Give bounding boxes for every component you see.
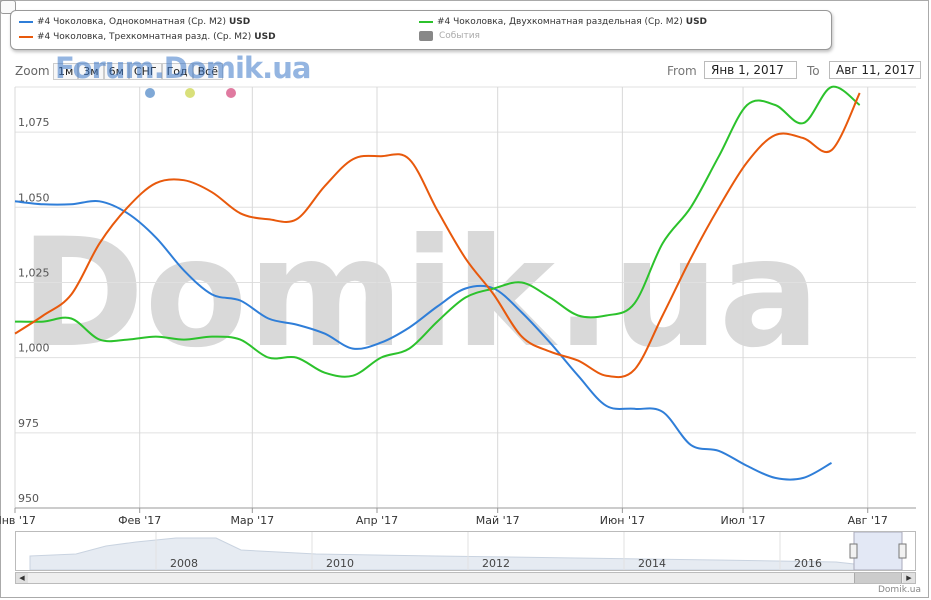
- event-marker-pink[interactable]: [226, 88, 236, 98]
- legend-label: #4 Чоколовка, Трехкомнатная разд. (Ср. М…: [37, 32, 252, 42]
- zoom-buttons: 1м 3м 6м СНГ Год Всё: [53, 63, 223, 80]
- event-marker-blue[interactable]: [145, 88, 155, 98]
- zoom-1y-button[interactable]: Год: [161, 63, 193, 80]
- navigator-series: 2008 2010 2012 2014 2016: [29, 532, 907, 570]
- navigator-selection[interactable]: [853, 532, 903, 570]
- legend-unit: USD: [228, 17, 251, 27]
- scroll-left-arrow[interactable]: ◀: [16, 573, 28, 583]
- scroll-thumb[interactable]: [854, 573, 902, 583]
- legend-label: События: [439, 31, 480, 41]
- legend-label: #4 Чоколовка, Двухкомнатная раздельная (…: [437, 17, 683, 27]
- legend-item-3room[interactable]: #4 Чоколовка, Трехкомнатная разд. (Ср. М…: [19, 32, 276, 42]
- navigator-handle-right[interactable]: [898, 543, 907, 559]
- event-marker-yellow[interactable]: [185, 88, 195, 98]
- navigator-year-label: 2012: [482, 557, 510, 570]
- navigator-area: [29, 537, 855, 570]
- navigator-handle-left[interactable]: [849, 543, 858, 559]
- navigator-year-label: 2010: [326, 557, 354, 570]
- zoom-1m-button[interactable]: 1м: [53, 63, 79, 80]
- legend-swatch-events: [419, 31, 433, 41]
- zoom-ytd-button[interactable]: СНГ: [128, 63, 162, 80]
- to-date-input[interactable]: [829, 61, 921, 79]
- scroll-right-arrow[interactable]: ▶: [903, 573, 915, 583]
- credits-link[interactable]: Domik.ua: [878, 585, 921, 595]
- legend-item-2room[interactable]: #4 Чоколовка, Двухкомнатная раздельная (…: [419, 17, 707, 27]
- legend-swatch-3room: [19, 36, 33, 38]
- legend: #4 Чоколовка, Однокомнатная (Ср. М2) USD…: [10, 10, 832, 50]
- from-date-input[interactable]: [704, 61, 797, 79]
- legend-swatch-2room: [419, 21, 433, 23]
- scrollbar[interactable]: ◀ ▶: [15, 572, 916, 584]
- navigator[interactable]: 2008 2010 2012 2014 2016: [15, 531, 916, 571]
- navigator-year-label: 2016: [794, 557, 822, 570]
- legend-unit: USD: [254, 32, 276, 42]
- legend-swatch-1room: [19, 21, 33, 23]
- navigator-year-label: 2014: [638, 557, 666, 570]
- legend-item-1room[interactable]: #4 Чоколовка, Однокомнатная (Ср. М2) USD: [19, 17, 250, 27]
- legend-item-events[interactable]: События: [419, 31, 480, 41]
- from-label: From: [667, 64, 697, 78]
- range-toolbar: Zoom 1м 3м 6м СНГ Год Всё Forum.Domik.ua…: [0, 51, 931, 85]
- zoom-3m-button[interactable]: 3м: [78, 63, 104, 80]
- zoom-6m-button[interactable]: 6м: [103, 63, 129, 80]
- zoom-label: Zoom: [15, 64, 50, 78]
- zoom-all-button[interactable]: Всё: [192, 63, 223, 80]
- navigator-year-label: 2008: [170, 557, 198, 570]
- to-label: To: [807, 64, 820, 78]
- legend-label: #4 Чоколовка, Однокомнатная (Ср. М2): [37, 17, 226, 27]
- legend-unit: USD: [685, 17, 708, 27]
